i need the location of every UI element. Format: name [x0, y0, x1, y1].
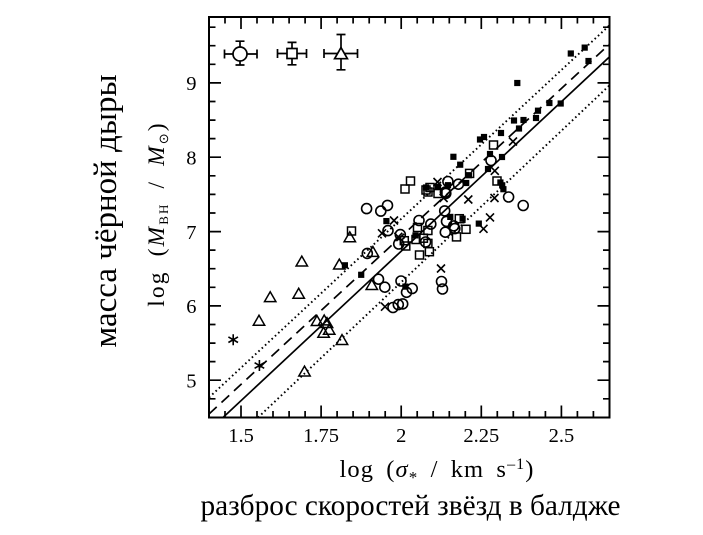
- svg-text:2: 2: [396, 425, 406, 447]
- svg-text:масса чёрной дыры: масса чёрной дыры: [88, 74, 124, 347]
- svg-text:2.5: 2.5: [549, 425, 575, 447]
- svg-text:7: 7: [186, 222, 196, 244]
- svg-text:9: 9: [186, 73, 196, 95]
- svg-text:1.5: 1.5: [228, 425, 254, 447]
- svg-text:1.75: 1.75: [303, 425, 339, 447]
- svg-text:2.25: 2.25: [463, 425, 499, 447]
- svg-text:6: 6: [186, 296, 196, 318]
- svg-text:5: 5: [186, 370, 196, 392]
- svg-text:log (σ* / km s–1): log (σ* / km s–1): [339, 456, 534, 487]
- svg-text:разброс скоростей звёзд в балд: разброс скоростей звёзд в балдже: [200, 490, 620, 522]
- svg-text:8: 8: [186, 147, 196, 169]
